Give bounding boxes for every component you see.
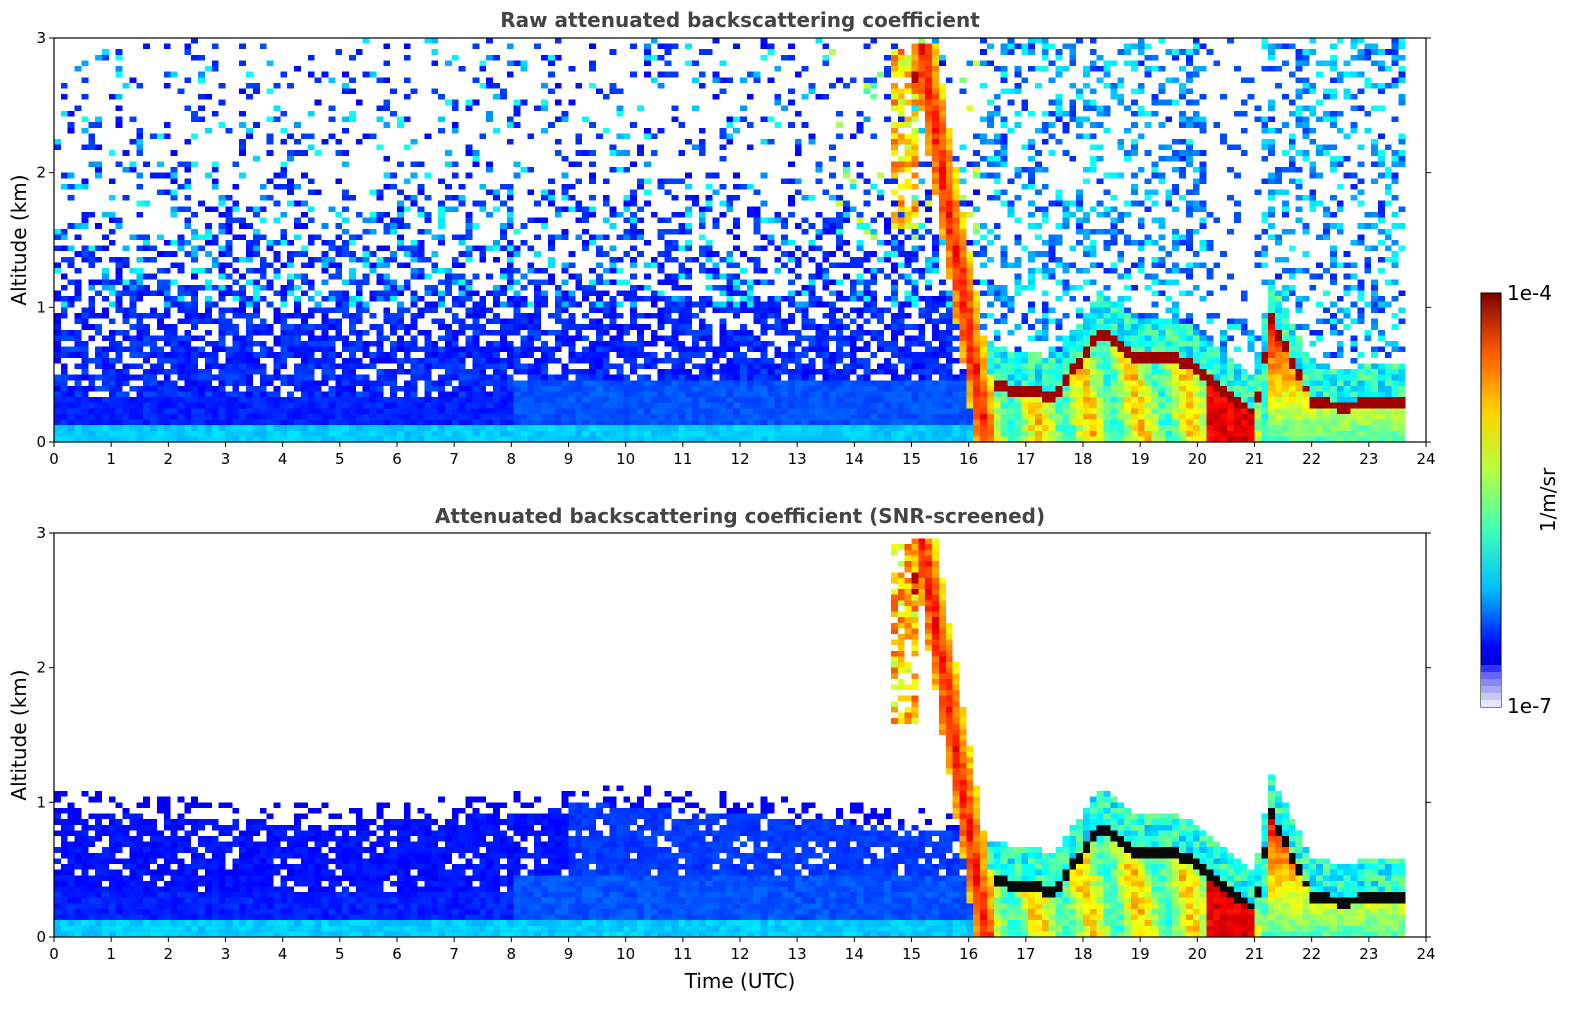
x-tick-label: 7 (449, 945, 459, 963)
panel-screened: Attenuated backscattering coefficient (S… (7, 504, 1436, 993)
x-tick-label: 2 (164, 450, 174, 468)
x-tick-label: 14 (845, 450, 864, 468)
x-tick-label: 9 (564, 945, 574, 963)
x-tick-label: 2 (164, 945, 174, 963)
x-tick-label: 15 (902, 450, 921, 468)
x-tick-label: 18 (1073, 450, 1092, 468)
panel-screened-ylabel: Altitude (km) (7, 669, 31, 800)
x-tick-label: 5 (335, 945, 345, 963)
x-tick-label: 6 (392, 450, 402, 468)
x-tick-label: 3 (221, 945, 231, 963)
y-tick-label: 3 (36, 524, 46, 542)
x-tick-label: 13 (788, 945, 807, 963)
x-tick-label: 21 (1245, 450, 1264, 468)
x-tick-label: 10 (616, 945, 635, 963)
x-tick-label: 21 (1245, 945, 1264, 963)
x-tick-label: 12 (730, 945, 749, 963)
colorbar-unit-label: 1/m/sr (1536, 467, 1560, 532)
y-tick-label: 3 (36, 29, 46, 47)
x-tick-label: 12 (730, 450, 749, 468)
colorbar-band (1481, 700, 1501, 707)
x-tick-label: 4 (278, 945, 288, 963)
colorbar-gradient (1480, 292, 1502, 708)
x-tick-label: 18 (1073, 945, 1092, 963)
x-tick-label: 22 (1302, 450, 1321, 468)
colorbar-lower-bands (1481, 665, 1501, 707)
heatmap-image (54, 533, 1426, 937)
y-tick-label: 1 (36, 298, 46, 316)
x-tick-label: 20 (1188, 450, 1207, 468)
x-tick-label: 8 (507, 945, 517, 963)
panel-raw-heatmap (54, 38, 1426, 442)
x-tick-label: 15 (902, 945, 921, 963)
panel-screened-xlabel: Time (UTC) (684, 969, 796, 993)
colorbar: 1e-4 1e-7 1/m/sr (1480, 281, 1560, 718)
panel-screened-y-axis: 0 1 2 3 (36, 524, 1431, 946)
x-tick-label: 16 (959, 450, 978, 468)
x-tick-label: 22 (1302, 945, 1321, 963)
panel-raw: Raw attenuated backscattering coefficien… (7, 8, 1436, 468)
x-tick-label: 17 (1016, 450, 1035, 468)
colorbar-max-label: 1e-4 (1507, 281, 1552, 305)
panel-screened-heatmap (54, 533, 1426, 937)
x-tick-label: 3 (221, 450, 231, 468)
x-tick-label: 20 (1188, 945, 1207, 963)
y-tick-label: 2 (36, 164, 46, 182)
x-tick-label: 11 (673, 450, 692, 468)
panel-raw-x-axis: 0 1 2 3 4 5 6 7 8 9 10 11 12 13 14 15 16 17 18 19 20 21 22 23 24 (49, 442, 1436, 468)
x-tick-label: 19 (1131, 945, 1150, 963)
x-tick-label: 0 (49, 450, 59, 468)
x-tick-label: 8 (507, 450, 517, 468)
x-tick-label: 0 (49, 945, 59, 963)
colorbar-min-label: 1e-7 (1507, 694, 1552, 718)
x-tick-label: 23 (1359, 945, 1378, 963)
x-tick-label: 7 (449, 450, 459, 468)
x-tick-label: 14 (845, 945, 864, 963)
colorbar-band (1481, 686, 1501, 693)
panel-raw-y-axis: 0 1 2 3 (36, 29, 1431, 451)
x-tick-label: 4 (278, 450, 288, 468)
colorbar-band (1481, 693, 1501, 700)
x-tick-label: 1 (106, 450, 116, 468)
panel-screened-title: Attenuated backscattering coefficient (S… (435, 504, 1045, 528)
heatmap-image (54, 38, 1426, 442)
colorbar-band (1481, 665, 1501, 672)
x-tick-label: 5 (335, 450, 345, 468)
x-tick-label: 24 (1416, 945, 1435, 963)
x-tick-label: 1 (106, 945, 116, 963)
x-tick-label: 17 (1016, 945, 1035, 963)
x-tick-label: 19 (1131, 450, 1150, 468)
x-tick-label: 10 (616, 450, 635, 468)
y-tick-label: 0 (36, 433, 46, 451)
y-tick-label: 0 (36, 928, 46, 946)
x-tick-label: 6 (392, 945, 402, 963)
x-tick-label: 16 (959, 945, 978, 963)
x-tick-label: 24 (1416, 450, 1435, 468)
panel-screened-x-axis: 0 1 2 3 4 5 6 7 8 9 10 11 12 13 14 15 16 17 18 19 20 21 22 23 24 (49, 937, 1436, 963)
colorbar-band (1481, 679, 1501, 686)
x-tick-label: 13 (788, 450, 807, 468)
x-tick-label: 23 (1359, 450, 1378, 468)
y-tick-label: 2 (36, 659, 46, 677)
x-tick-label: 11 (673, 945, 692, 963)
x-tick-label: 9 (564, 450, 574, 468)
panel-raw-ylabel: Altitude (km) (7, 174, 31, 305)
y-tick-label: 1 (36, 793, 46, 811)
colorbar-band (1481, 672, 1501, 679)
panel-raw-title: Raw attenuated backscattering coefficien… (500, 8, 980, 32)
